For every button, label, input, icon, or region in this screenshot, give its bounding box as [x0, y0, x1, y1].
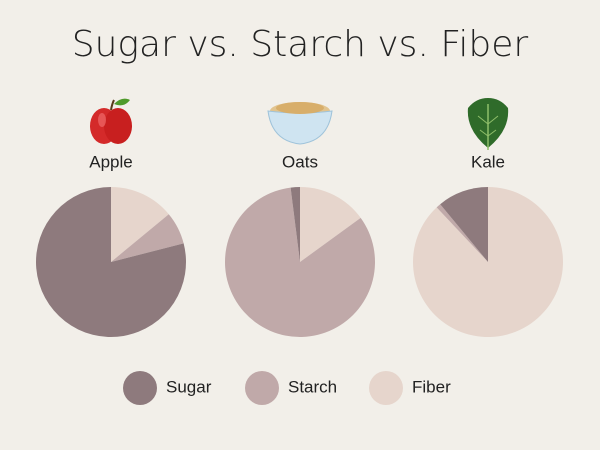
pie-label: Kale — [471, 152, 505, 171]
pie-label: Apple — [89, 152, 132, 171]
pie-label: Oats — [282, 152, 318, 171]
pie-slice — [111, 187, 169, 262]
legend-label: Fiber — [412, 377, 451, 396]
legend-swatch — [123, 371, 157, 405]
page-title: Sugar vs. Starch vs. Fiber — [72, 24, 529, 65]
oats-icon — [267, 102, 333, 145]
pie-slice — [290, 187, 300, 262]
legend-swatch — [245, 371, 279, 405]
kale-icon — [467, 98, 509, 150]
apple-icon — [90, 98, 132, 144]
pie-slice — [111, 214, 184, 262]
legend-label: Starch — [288, 377, 337, 396]
pie-slice — [36, 187, 187, 338]
pie-slice — [300, 187, 361, 262]
pie-slice — [436, 204, 488, 262]
legend-label: Sugar — [166, 377, 212, 396]
legend-swatch — [369, 371, 403, 405]
pie-slice — [440, 187, 488, 262]
pie-slice — [225, 187, 376, 338]
